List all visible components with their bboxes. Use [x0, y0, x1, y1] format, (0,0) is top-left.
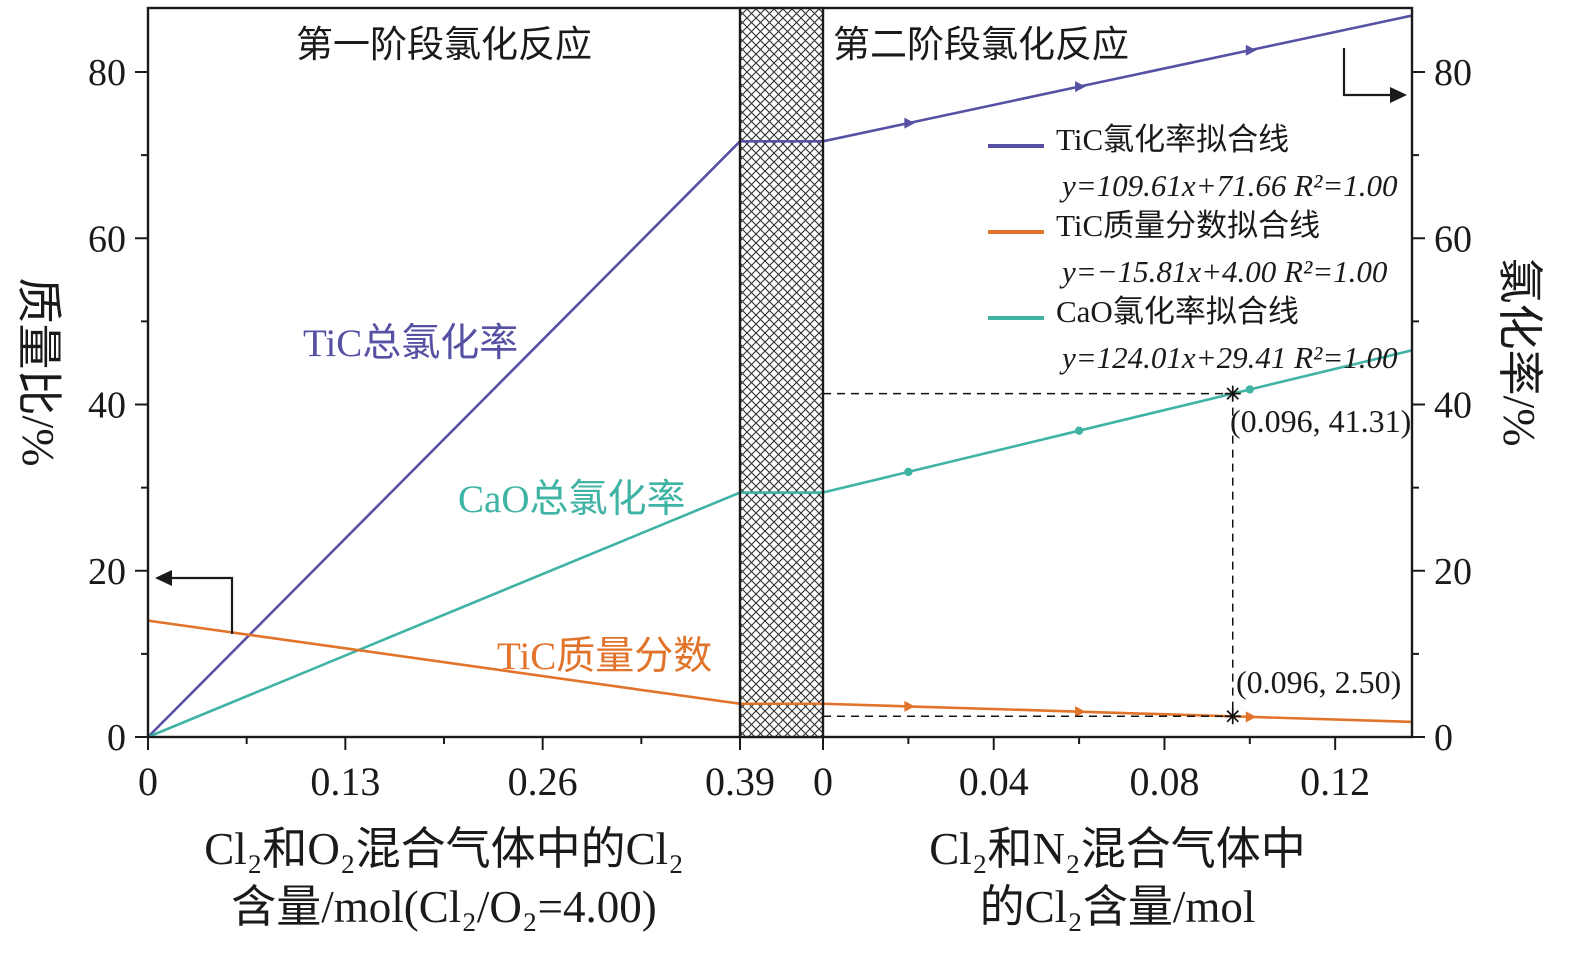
- x-axis-title-left-line1: Cl₂和O₂混合气体中的Cl₂: [204, 824, 684, 874]
- hatch-band-connectors: [740, 140, 823, 706]
- axis-ticks: [135, 71, 1425, 750]
- svg-text:0.12: 0.12: [1300, 759, 1370, 804]
- right-axis-arrow: [1342, 48, 1390, 97]
- legend-item-tic-chlorination: TiC氯化率拟合线 y=109.61x+71.66 R²=1.00: [988, 120, 1398, 206]
- panel-frame-right: [821, 6, 1414, 739]
- svg-text:40: 40: [1434, 385, 1472, 427]
- legend-label: TiC质量分数拟合线: [1056, 208, 1321, 243]
- svg-text:0.04: 0.04: [959, 759, 1029, 804]
- hatch-band: [740, 8, 823, 737]
- x-axis-title-left: Cl₂和O₂混合气体中的Cl₂ 含量/mol(Cl₂/O₂=4.00): [148, 820, 740, 936]
- svg-text:0.39: 0.39: [705, 759, 775, 804]
- left-axis-arrow: [170, 576, 234, 634]
- svg-text:40: 40: [88, 385, 126, 427]
- svg-text:0: 0: [107, 717, 126, 759]
- legend-line-swatch-cao-chlorination: [988, 316, 1044, 321]
- panel-title-stage1: 第一阶段氯化反应: [296, 25, 592, 66]
- annotation-tic-mass-point: (0.096, 2.50): [1236, 664, 1402, 700]
- svg-text:60: 60: [88, 218, 126, 260]
- legend-equation: y=124.01x+29.41 R²=1.00: [1062, 340, 1398, 375]
- legend-equation: y=−15.81x+4.00 R²=1.00: [1062, 254, 1388, 289]
- curve-label-tic-mass: TiC质量分数: [497, 635, 713, 678]
- svg-text:0.08: 0.08: [1129, 759, 1199, 804]
- annotation-cao-point: (0.096, 41.31): [1230, 403, 1412, 439]
- svg-text:80: 80: [88, 52, 126, 94]
- curve-label-cao-total: CaO总氯化率: [458, 478, 686, 521]
- panel-title-stage2: 第二阶段氯化反应: [833, 25, 1129, 66]
- svg-text:20: 20: [88, 551, 126, 593]
- svg-text:0: 0: [138, 759, 158, 804]
- legend-equation: y=109.61x+71.66 R²=1.00: [1062, 168, 1398, 203]
- star-marker: [1224, 385, 1241, 402]
- x-axis-title-right: Cl₂和N₂混合气体中 的Cl₂含量/mol: [823, 820, 1412, 936]
- legend-line-swatch-tic-chlorination: [988, 144, 1044, 149]
- svg-text:0.13: 0.13: [310, 759, 380, 804]
- star-marker: [1224, 708, 1241, 725]
- legend-label: CaO氯化率拟合线: [1056, 294, 1299, 329]
- svg-text:0.26: 0.26: [508, 759, 578, 804]
- legend-item-tic-mass: TiC质量分数拟合线 y=−15.81x+4.00 R²=1.00: [988, 206, 1398, 292]
- svg-text:0: 0: [813, 759, 833, 804]
- x-axis-title-right-line2: 的Cl₂含量/mol: [979, 882, 1256, 932]
- legend-item-cao-chlorination: CaO氯化率拟合线 y=124.01x+29.41 R²=1.00: [988, 292, 1398, 378]
- svg-text:20: 20: [1434, 551, 1472, 593]
- series-panel-1: [147, 140, 741, 739]
- svg-text:80: 80: [1434, 52, 1472, 94]
- dashed-guides: [823, 392, 1234, 717]
- y-axis-title-right: 氯化率/%: [1494, 257, 1545, 447]
- svg-text:0: 0: [1434, 717, 1453, 759]
- curve-label-tic-total: TiC总氯化率: [303, 322, 519, 365]
- legend: TiC氯化率拟合线 y=109.61x+71.66 R²=1.00 TiC质量分…: [988, 120, 1398, 378]
- x-axis-title-right-line1: Cl₂和N₂混合气体中: [929, 824, 1306, 874]
- legend-line-swatch-tic-mass: [988, 230, 1044, 235]
- svg-text:60: 60: [1434, 218, 1472, 260]
- legend-label: TiC氯化率拟合线: [1056, 122, 1290, 157]
- y-axis-title-left: 质量比/%: [13, 277, 64, 467]
- series-panel-2: [822, 14, 1413, 724]
- axis-indicator-arrows: [155, 48, 1407, 634]
- x-axis-title-left-line2: 含量/mol(Cl₂/O₂=4.00): [231, 882, 657, 932]
